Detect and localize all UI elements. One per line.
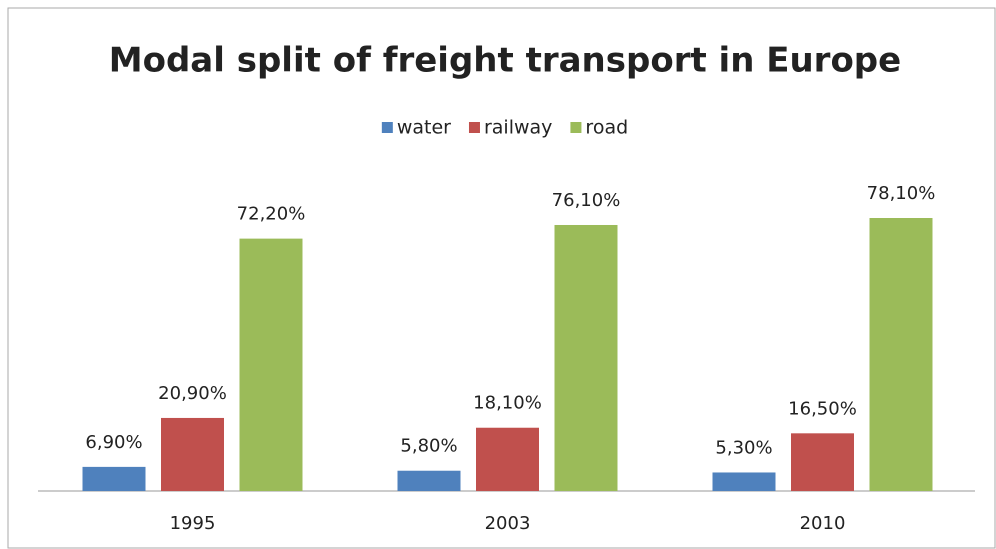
data-label: 72,20% bbox=[237, 204, 306, 225]
data-label: 16,50% bbox=[788, 398, 857, 419]
data-label: 5,80% bbox=[400, 436, 457, 457]
bar bbox=[161, 417, 224, 491]
legend-label: water bbox=[397, 117, 451, 139]
legend-label: road bbox=[585, 117, 628, 139]
bar bbox=[476, 427, 539, 491]
x-tick-label: 2003 bbox=[485, 513, 531, 534]
x-tick-label: 1995 bbox=[170, 513, 216, 534]
chart-title: Modal split of freight transport in Euro… bbox=[109, 41, 901, 81]
legend-label: railway bbox=[484, 117, 552, 139]
data-label: 18,10% bbox=[473, 393, 542, 414]
bar bbox=[554, 224, 618, 492]
bar bbox=[869, 218, 933, 491]
data-label: 5,30% bbox=[715, 437, 772, 458]
bar bbox=[791, 433, 854, 491]
bar bbox=[712, 472, 776, 491]
bar bbox=[82, 466, 146, 491]
legend-swatch bbox=[468, 122, 480, 133]
data-label: 78,10% bbox=[867, 183, 936, 204]
legend-swatch bbox=[570, 122, 582, 133]
bar bbox=[239, 238, 303, 491]
x-tick-label: 2010 bbox=[800, 513, 846, 534]
data-label: 6,90% bbox=[85, 432, 142, 453]
legend-swatch bbox=[381, 122, 393, 133]
data-label: 20,90% bbox=[158, 383, 227, 404]
bar bbox=[397, 470, 461, 491]
data-label: 76,10% bbox=[552, 190, 621, 211]
